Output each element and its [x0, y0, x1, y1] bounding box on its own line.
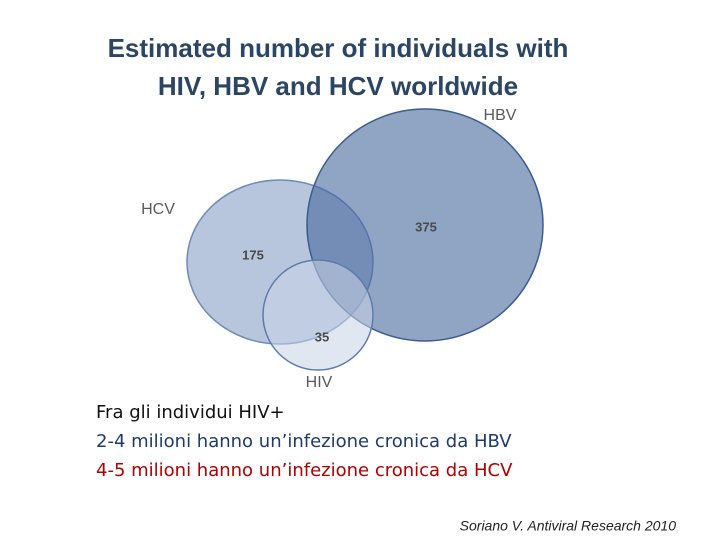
set-value: 35 [315, 329, 329, 344]
note-line: 2-4 milioni hanno un’infezione cronica d… [96, 431, 512, 452]
set-label: HBV [484, 107, 517, 124]
title-line: HIV, HBV and HCV worldwide [158, 71, 518, 101]
note-line: 4-5 milioni hanno un’infezione cronica d… [96, 460, 513, 481]
hbv-circle [306, 108, 544, 342]
set-label: HCV [141, 201, 175, 218]
note-line: Fra gli individui HIV+ [96, 402, 285, 423]
hiv-circle [262, 259, 374, 371]
set-label: HIV [306, 374, 333, 391]
citation: Soriano V. Antiviral Research 2010 [460, 518, 677, 534]
venn [186, 108, 544, 371]
title-line: Estimated number of individuals with [108, 33, 569, 63]
set-value: 175 [242, 247, 264, 262]
set-value: 375 [415, 219, 437, 234]
